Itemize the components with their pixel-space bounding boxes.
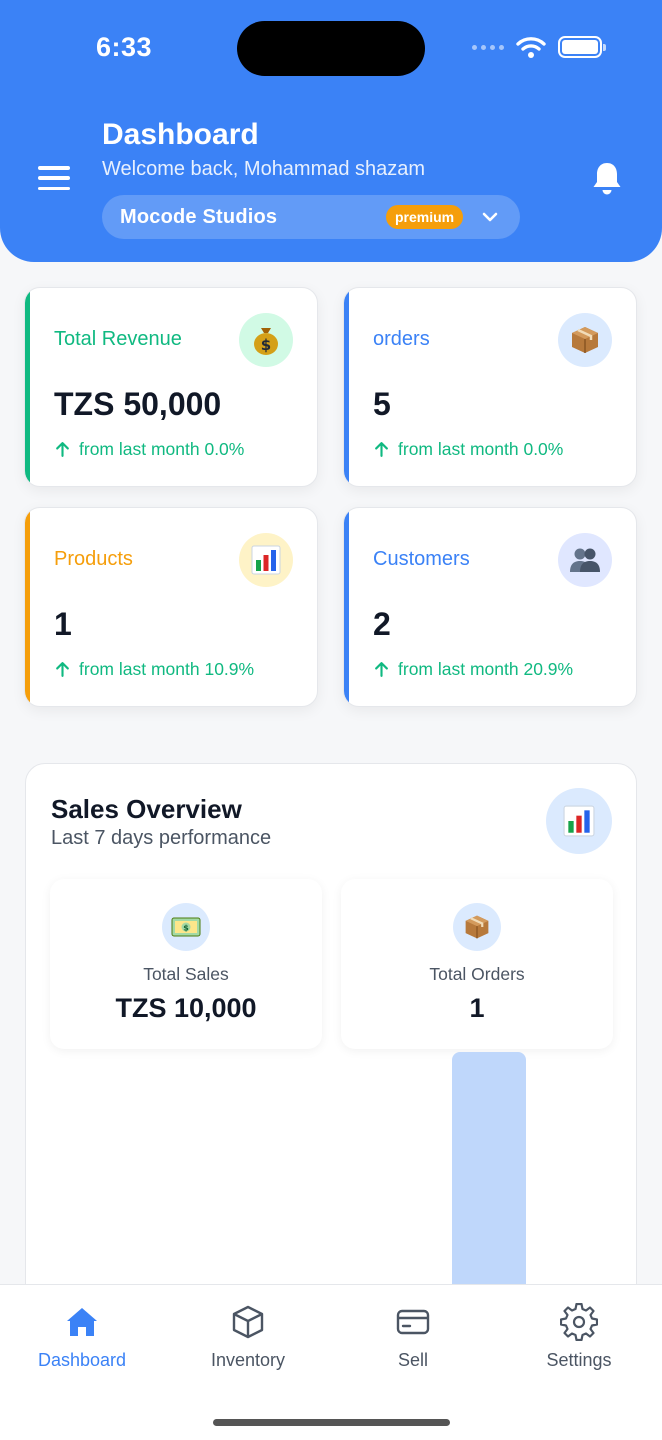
nav-sell[interactable]: Sell (348, 1303, 478, 1371)
card-icon (396, 1309, 430, 1335)
page-title: Dashboard (102, 118, 259, 151)
sales-chart-bar (452, 1052, 526, 1292)
nav-settings[interactable]: Settings (514, 1303, 644, 1371)
stat-card-orders[interactable]: orders 5 from last month 0.0% (343, 287, 637, 487)
org-switcher[interactable]: Mocode Studios premium (102, 195, 520, 239)
stat-trend: from last month 10.9% (54, 659, 254, 680)
total-sales-label: Total Sales (143, 964, 229, 984)
signal-icon (472, 44, 504, 50)
arrow-up-icon (375, 442, 388, 457)
chevron-down-icon (482, 212, 498, 222)
card-accent (344, 288, 349, 486)
stat-trend-text: from last month 0.0% (398, 439, 564, 459)
stat-card-customers[interactable]: Customers 2 from last month 20.9% (343, 507, 637, 707)
nav-label: Inventory (210, 1350, 286, 1370)
bell-icon[interactable] (590, 160, 624, 196)
bar-chart-icon (546, 788, 612, 854)
battery-icon (558, 36, 606, 58)
card-accent (344, 508, 349, 706)
wifi-icon (516, 37, 546, 58)
stat-value: 2 (373, 606, 391, 642)
package-icon (453, 903, 501, 951)
total-orders-card: Total Orders 1 (341, 879, 613, 1049)
svg-text:$: $ (183, 924, 189, 933)
stat-card-products[interactable]: Products 1 from last month 10.9% (24, 507, 318, 707)
stat-trend: from last month 0.0% (54, 439, 244, 460)
stat-trend: from last month 20.9% (373, 659, 573, 680)
stat-label: Total Revenue (54, 328, 182, 350)
sales-overview-title: Sales Overview (51, 794, 242, 824)
stat-value: 5 (373, 386, 391, 422)
card-accent (25, 508, 30, 706)
stat-label: Customers (373, 548, 470, 570)
total-orders-label: Total Orders (429, 964, 525, 984)
stat-trend: from last month 0.0% (373, 439, 563, 460)
stat-label: Products (54, 548, 133, 570)
stat-label: orders (373, 328, 430, 350)
svg-text:$: $ (261, 336, 271, 354)
total-sales-card: $ Total Sales TZS 10,000 (50, 879, 322, 1049)
stat-trend-text: from last month 10.9% (79, 659, 255, 679)
people-icon (558, 533, 612, 587)
home-indicator (213, 1419, 450, 1426)
cash-icon: $ (162, 903, 210, 951)
status-icons (472, 36, 606, 58)
stat-trend-text: from last month 0.0% (79, 439, 245, 459)
arrow-up-icon (56, 442, 69, 457)
stat-value: TZS 50,000 (54, 386, 222, 422)
gear-icon (560, 1303, 598, 1341)
header: 6:33 Dashboard Welcome back, Mohammad sh… (0, 0, 662, 262)
bar-chart-icon (239, 533, 293, 587)
arrow-up-icon (375, 662, 388, 677)
card-accent (25, 288, 30, 486)
nav-inventory[interactable]: Inventory (183, 1303, 313, 1371)
arrow-up-icon (56, 662, 69, 677)
package-icon (558, 313, 612, 367)
sales-overview-subtitle: Last 7 days performance (51, 827, 272, 849)
total-orders-value: 1 (469, 993, 485, 1023)
menu-icon[interactable] (38, 166, 70, 190)
nav-label: Settings (546, 1350, 612, 1370)
welcome-text: Welcome back, Mohammad shazam (102, 158, 426, 180)
status-time: 6:33 (96, 32, 153, 62)
stat-value: 1 (54, 606, 72, 642)
plan-badge: premium (386, 205, 464, 229)
money-bag-icon: $ (239, 313, 293, 367)
home-icon (67, 1308, 97, 1336)
stat-trend-text: from last month 20.9% (398, 659, 574, 679)
nav-dashboard[interactable]: Dashboard (17, 1303, 147, 1371)
dynamic-island (237, 21, 425, 76)
bottom-nav: Dashboard Inventory Sell Settings (0, 1284, 662, 1440)
total-sales-value: TZS 10,000 (115, 993, 257, 1023)
nav-label: Sell (397, 1350, 428, 1370)
cube-icon (232, 1305, 264, 1339)
sales-overview-card: Sales Overview Last 7 days performance $… (25, 763, 637, 1383)
stat-card-revenue[interactable]: Total Revenue $ TZS 50,000 from last mon… (24, 287, 318, 487)
nav-label: Dashboard (37, 1350, 127, 1370)
org-name: Mocode Studios (120, 206, 278, 228)
